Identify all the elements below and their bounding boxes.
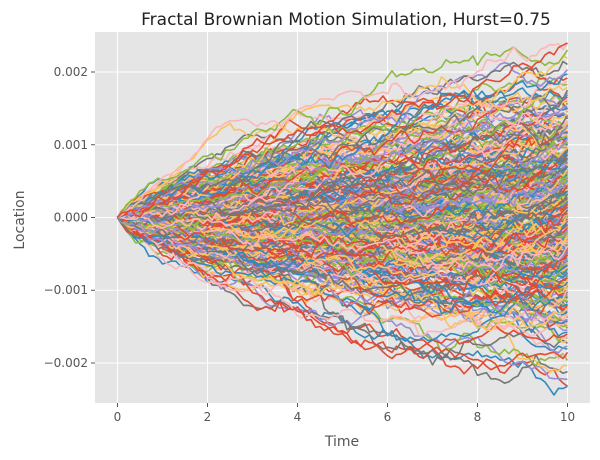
y-axis-ticks: −0.002 −0.001 0.000 0.001 0.002 — [44, 65, 95, 370]
fbm-paths — [116, 42, 569, 396]
fbm-path — [116, 60, 568, 219]
fbm-path — [117, 42, 569, 219]
y-tick-label: 0.001 — [54, 138, 88, 152]
fbm-path — [116, 46, 569, 219]
fbm-path — [117, 93, 568, 221]
fbm-path — [116, 216, 569, 367]
fbm-path — [116, 73, 568, 219]
y-tick-label: 0.002 — [54, 65, 88, 79]
y-axis-label: Location — [12, 190, 28, 249]
y-tick-label: 0.000 — [54, 211, 88, 225]
x-tick-label: 10 — [560, 410, 575, 424]
fbm-path — [117, 122, 568, 219]
chart-title: Fractal Brownian Motion Simulation, Hurs… — [141, 10, 551, 30]
x-tick-label: 2 — [204, 410, 212, 424]
fbm-path — [116, 136, 568, 221]
x-axis-ticks: 0 2 4 6 8 10 — [114, 403, 575, 424]
x-tick-label: 8 — [474, 410, 482, 424]
x-tick-label: 0 — [114, 410, 122, 424]
y-tick-label: −0.001 — [44, 283, 88, 297]
fbm-path — [116, 55, 568, 219]
y-tick-label: −0.002 — [44, 356, 88, 370]
fbm-path — [116, 216, 569, 371]
fbm-path — [116, 42, 568, 219]
fbm-path — [116, 217, 568, 396]
fbm-path — [117, 150, 568, 227]
x-axis-label: Time — [324, 434, 359, 450]
x-tick-label: 6 — [384, 410, 392, 424]
fbm-path — [117, 104, 568, 219]
fbm-path — [117, 91, 568, 219]
fbm-path — [117, 216, 569, 332]
x-tick-label: 4 — [294, 410, 302, 424]
fbm-path — [116, 92, 569, 218]
